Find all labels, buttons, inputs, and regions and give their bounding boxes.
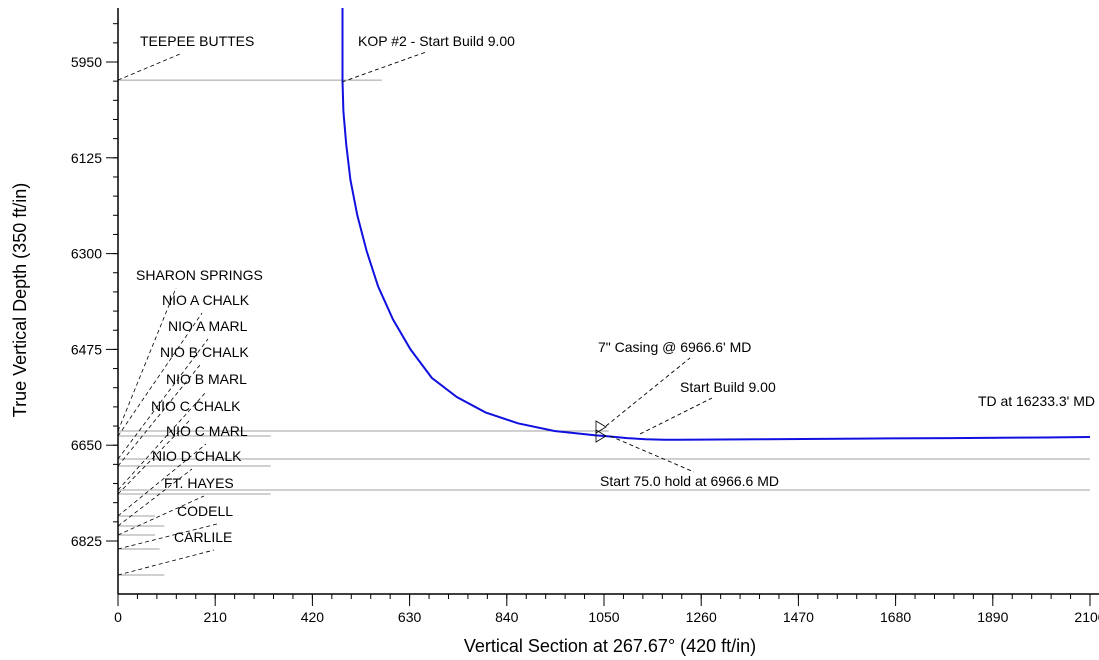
x-tick-label: 420 — [301, 609, 325, 625]
formation-label: CARLILE — [174, 529, 232, 545]
hold-marker-icon — [595, 429, 607, 443]
annotation-leader — [605, 357, 691, 427]
formation-label: NIO B CHALK — [160, 344, 249, 360]
casing-marker-icon — [595, 420, 607, 434]
formation-leader — [117, 523, 218, 550]
formation-lines — [117, 53, 1090, 576]
formation-label: SHARON SPRINGS — [136, 267, 263, 283]
x-tick-label: 0 — [114, 609, 122, 625]
formation-label: NIO A CHALK — [162, 292, 250, 308]
formation-label: NIO B MARL — [166, 371, 247, 387]
well-path-series — [341, 8, 1091, 441]
formation-leader — [117, 549, 215, 576]
annotation-label: TD at 16233.3' MD — [978, 393, 1095, 409]
formation-label: NIO C MARL — [166, 423, 248, 439]
x-tick-label: 1470 — [783, 609, 814, 625]
annotation-label: 7" Casing @ 6966.6' MD — [598, 339, 751, 355]
x-tick-label: 1890 — [977, 609, 1008, 625]
formation-label: NIO C CHALK — [151, 398, 241, 414]
x-tick-label: 1680 — [880, 609, 911, 625]
annotation-label: Start 75.0 hold at 6966.6 MD — [600, 473, 779, 489]
formation-leader — [117, 391, 207, 491]
annotation-leader — [341, 51, 427, 83]
formation-label: NIO D CHALK — [152, 448, 242, 464]
axes — [117, 8, 1099, 595]
formation-leader — [117, 364, 201, 467]
formation-leader — [117, 418, 192, 495]
formation-leader — [117, 468, 193, 527]
formation-leader — [117, 53, 181, 81]
formation-label: FT. HAYES — [164, 475, 234, 491]
y-tick-label: 6300 — [71, 246, 102, 262]
x-tick-label: 1260 — [686, 609, 717, 625]
formation-label: NIO A MARL — [168, 318, 248, 334]
annotation-leader — [639, 397, 713, 435]
formation-label: TEEPEE BUTTES — [140, 33, 254, 49]
y-tick-label: 6125 — [71, 150, 102, 166]
x-tick-label: 1050 — [588, 609, 619, 625]
formation-leader — [117, 338, 209, 460]
y-ticks: 5950 6125 6300 6475 6650 6825 — [71, 23, 118, 549]
y-axis-title: True Vertical Depth (350 ft/in) — [10, 183, 30, 417]
x-axis-title: Vertical Section at 267.67° (420 ft/in) — [464, 636, 756, 656]
y-tick-label: 6825 — [71, 533, 102, 549]
y-tick-label: 5950 — [71, 54, 102, 70]
x-tick-label: 630 — [398, 609, 422, 625]
x-tick-label: 840 — [495, 609, 519, 625]
x-tick-label: 2100 — [1074, 609, 1099, 625]
annotation-leader — [609, 435, 695, 473]
formation-label: CODELL — [177, 503, 233, 519]
annotation-label: KOP #2 - Start Build 9.00 — [358, 33, 515, 49]
formation-leader — [117, 312, 203, 437]
formation-leader — [117, 495, 205, 536]
y-tick-label: 6650 — [71, 437, 102, 453]
formation-leader — [117, 287, 177, 432]
annotation-label: Start Build 9.00 — [680, 379, 776, 395]
y-tick-label: 6475 — [71, 341, 102, 357]
formation-leader — [117, 443, 207, 517]
annotations: KOP #2 - Start Build 9.00 7" Casing @ 696… — [341, 33, 1095, 489]
x-ticks: 0 210 420 630 840 1050 1260 1470 1680 1890 2100 — [114, 594, 1099, 625]
formation-labels: TEEPEE BUTTES SHARON SPRINGS NIO A CHALK NI… — [136, 33, 263, 545]
x-tick-label: 210 — [204, 609, 228, 625]
